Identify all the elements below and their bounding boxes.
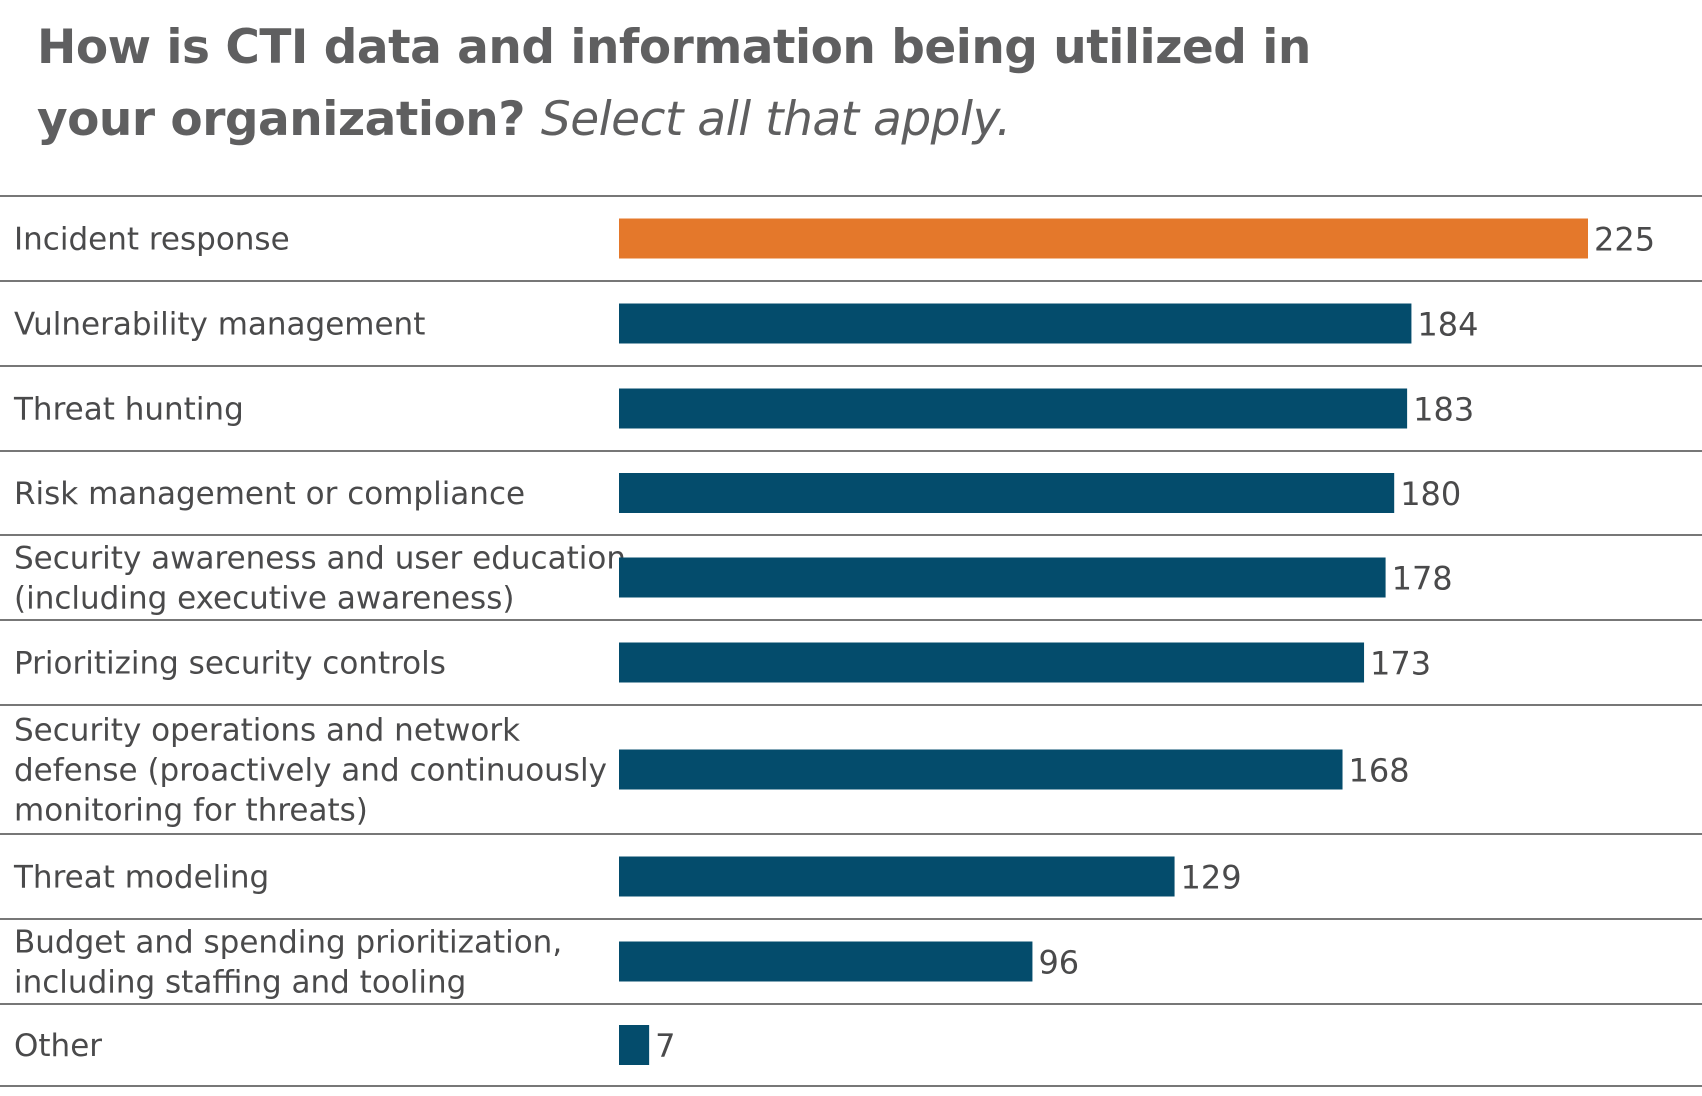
category-label: Incident response <box>14 222 290 258</box>
value-label: 96 <box>1038 944 1079 982</box>
bar <box>619 473 1395 513</box>
value-label: 173 <box>1370 645 1431 683</box>
category-label-line: Other <box>14 1028 102 1064</box>
category-label: Vulnerability management <box>14 307 425 343</box>
category-label-line: Security operations and network <box>14 713 520 749</box>
category-label: Threat modeling <box>13 860 269 896</box>
category-label-line: Threat modeling <box>13 860 269 896</box>
category-label-line: Security awareness and user education <box>14 541 626 577</box>
category-label: Risk management or compliance <box>14 476 525 512</box>
bar <box>619 557 1386 598</box>
category-label: Budget and spending prioritization, inclu… <box>14 925 562 1001</box>
chart-title: How is CTI data and information being ut… <box>37 12 1337 156</box>
bar <box>619 856 1175 897</box>
category-label: Prioritizing security controls <box>14 646 446 682</box>
value-label: 178 <box>1392 560 1453 598</box>
chart-title-main: How is CTI data and information being ut… <box>37 20 1311 147</box>
category-label-line: Prioritizing security controls <box>14 646 446 682</box>
bar <box>619 642 1365 683</box>
category-label-line: Vulnerability management <box>14 307 425 343</box>
bar <box>619 218 1588 259</box>
category-label-line: defense (proactively and continuously <box>14 753 607 789</box>
category-label-line: Budget and spending prioritization, <box>14 925 562 961</box>
value-label: 183 <box>1413 391 1474 429</box>
category-label: Security operations and network defense (… <box>14 713 607 829</box>
value-label: 129 <box>1181 859 1242 897</box>
value-label: 168 <box>1349 752 1410 790</box>
category-label-line: including staffing and tooling <box>14 965 466 1001</box>
bar <box>619 749 1343 790</box>
value-label: 184 <box>1417 306 1478 344</box>
value-label: 180 <box>1400 475 1461 513</box>
bar <box>619 941 1033 982</box>
bar <box>619 1025 650 1065</box>
category-label-line: monitoring for threats) <box>14 793 368 829</box>
bar <box>619 388 1408 429</box>
category-label-line: Threat hunting <box>13 392 244 428</box>
category-label: Security awareness and user education (in… <box>14 541 626 617</box>
category-label-line: (including executive awareness) <box>14 581 514 617</box>
category-label-line: Incident response <box>14 222 290 258</box>
category-label: Other <box>14 1028 102 1064</box>
chart-subtitle: Select all that apply. <box>540 92 1011 147</box>
value-label: 7 <box>655 1027 675 1065</box>
category-label-line: Risk management or compliance <box>14 476 525 512</box>
bar <box>619 303 1412 344</box>
category-label: Threat hunting <box>13 392 244 428</box>
value-label: 225 <box>1594 221 1655 259</box>
